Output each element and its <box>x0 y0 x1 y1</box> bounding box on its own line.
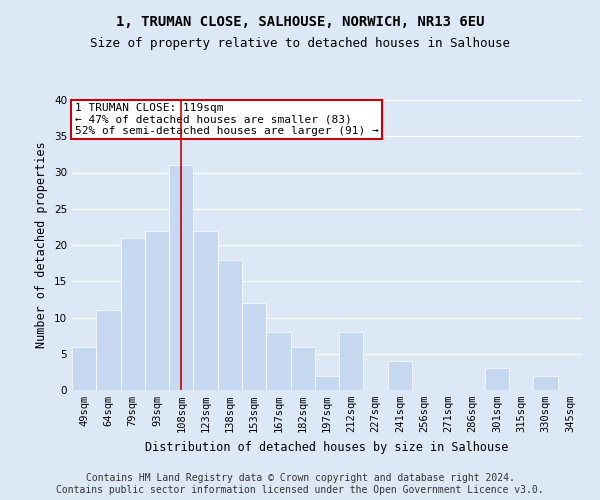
Text: Size of property relative to detached houses in Salhouse: Size of property relative to detached ho… <box>90 38 510 51</box>
Text: 1 TRUMAN CLOSE: 119sqm
← 47% of detached houses are smaller (83)
52% of semi-det: 1 TRUMAN CLOSE: 119sqm ← 47% of detached… <box>74 103 379 136</box>
Text: 1, TRUMAN CLOSE, SALHOUSE, NORWICH, NR13 6EU: 1, TRUMAN CLOSE, SALHOUSE, NORWICH, NR13… <box>116 15 484 29</box>
X-axis label: Distribution of detached houses by size in Salhouse: Distribution of detached houses by size … <box>145 440 509 454</box>
Bar <box>339 332 364 390</box>
Bar <box>169 165 193 390</box>
Bar <box>96 310 121 390</box>
Bar <box>388 361 412 390</box>
Bar <box>485 368 509 390</box>
Text: Contains HM Land Registry data © Crown copyright and database right 2024.
Contai: Contains HM Land Registry data © Crown c… <box>56 474 544 495</box>
Bar <box>533 376 558 390</box>
Bar <box>193 230 218 390</box>
Bar <box>290 346 315 390</box>
Y-axis label: Number of detached properties: Number of detached properties <box>35 142 49 348</box>
Bar <box>315 376 339 390</box>
Bar <box>72 346 96 390</box>
Bar <box>121 238 145 390</box>
Bar <box>266 332 290 390</box>
Bar <box>218 260 242 390</box>
Bar <box>145 230 169 390</box>
Bar <box>242 303 266 390</box>
